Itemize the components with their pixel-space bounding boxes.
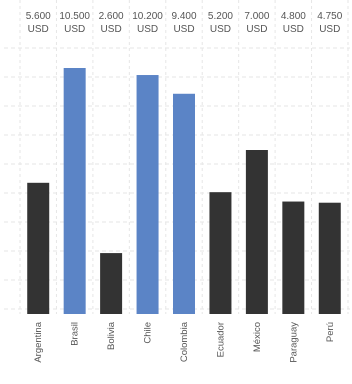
unit-label: USD [101, 24, 122, 35]
unit-label: USD [319, 24, 340, 35]
unit-label: USD [210, 24, 231, 35]
value-label: 5.200 [208, 11, 233, 22]
value-label: 2.600 [99, 11, 124, 22]
category-label-brasil: Brasil [70, 322, 81, 346]
unit-label: USD [28, 24, 49, 35]
bar-méxico [245, 150, 268, 314]
value-label: 7.000 [244, 11, 269, 22]
value-label: 9.400 [171, 11, 196, 22]
category-label-méxico: México [252, 322, 263, 352]
bar-ecuador [209, 192, 232, 314]
category-label-argentina: Argentina [33, 321, 44, 362]
bar-paraguay [282, 201, 305, 314]
bar-chile [136, 75, 159, 315]
category-label-ecuador: Ecuador [215, 322, 226, 357]
bars [27, 68, 341, 315]
bar-bolivia [100, 253, 123, 314]
unit-label: USD [64, 24, 85, 35]
value-label: 10.500 [59, 11, 90, 22]
bar-colombia [173, 93, 195, 315]
bar-perú [318, 202, 341, 314]
unit-label: USD [246, 24, 267, 35]
value-label: 4.750 [317, 11, 342, 22]
category-label-chile: Chile [143, 322, 154, 344]
value-label: 5.600 [26, 11, 51, 22]
bar-argentina [27, 182, 50, 314]
value-labels: 5.600 USD 10.500 USD 2.600 USD 10.200 USD 9.400 U… [26, 11, 343, 35]
bar-brasil [63, 68, 86, 314]
value-label: 10.200 [132, 11, 163, 22]
category-label-bolivia: Bolivia [106, 321, 117, 350]
category-label-perú: Perú [325, 322, 336, 342]
unit-label: USD [137, 24, 158, 35]
unit-label: USD [283, 24, 304, 35]
category-label-colombia: Colombia [179, 321, 190, 362]
unit-label: USD [173, 24, 194, 35]
category-labels: Argentina Brasil Bolivia Chile Colombia Ecuad… [33, 321, 336, 362]
category-label-paraguay: Paraguay [288, 322, 299, 363]
value-label: 4.800 [281, 11, 306, 22]
